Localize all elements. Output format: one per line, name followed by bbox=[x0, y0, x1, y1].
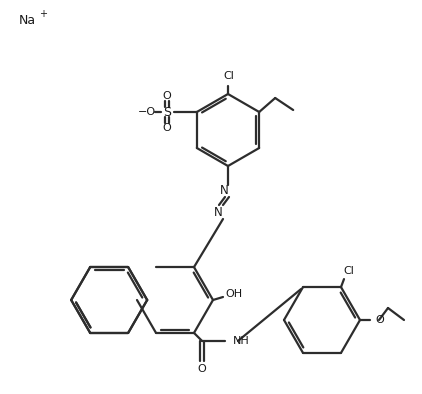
Text: O: O bbox=[197, 364, 206, 374]
Text: −O: −O bbox=[138, 107, 156, 117]
Text: OH: OH bbox=[225, 289, 243, 299]
Text: +: + bbox=[39, 9, 47, 19]
Text: S: S bbox=[163, 106, 171, 119]
Text: Cl: Cl bbox=[344, 266, 354, 276]
Text: O: O bbox=[162, 91, 171, 101]
Text: O: O bbox=[162, 123, 171, 133]
Text: N: N bbox=[219, 184, 228, 197]
Text: Na: Na bbox=[19, 13, 35, 26]
Text: O: O bbox=[375, 315, 384, 325]
Text: N: N bbox=[214, 206, 222, 219]
Text: Cl: Cl bbox=[224, 71, 235, 81]
Text: NH: NH bbox=[233, 336, 250, 346]
